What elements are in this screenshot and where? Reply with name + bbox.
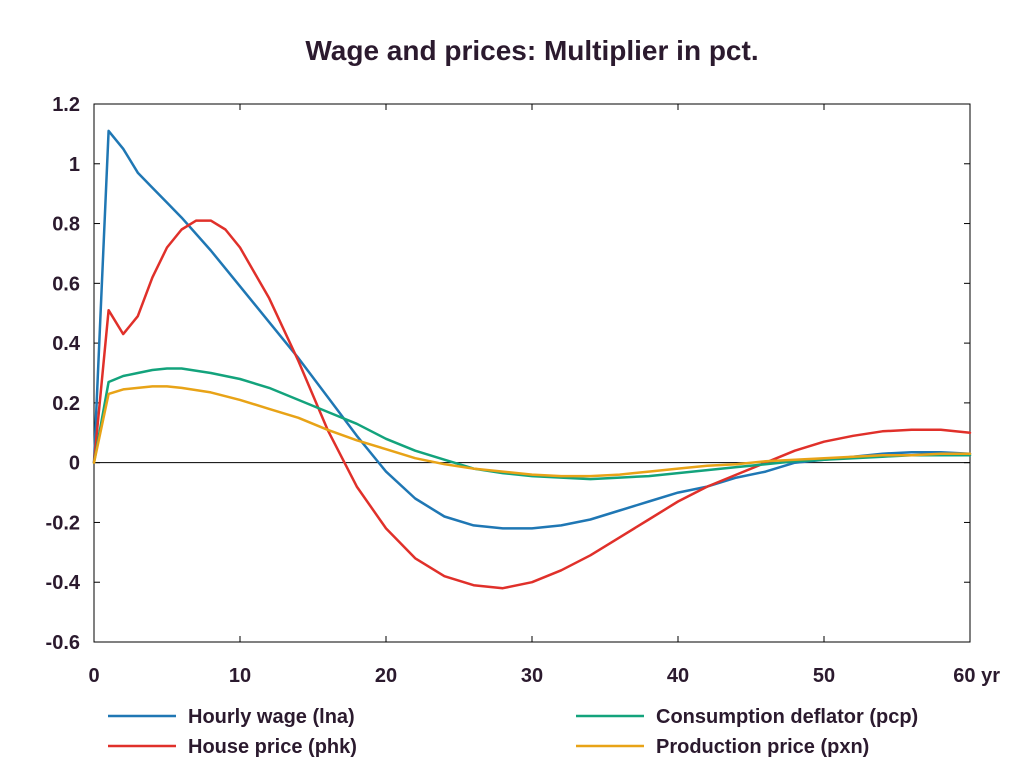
legend: Hourly wage (lna) House price (phk) Consum… <box>108 706 918 758</box>
legend-entry: Hourly wage (lna) <box>108 706 355 728</box>
chart-title: Wage and prices: Multiplier in pct. <box>305 35 758 66</box>
y-tick-label: 0.8 <box>52 214 80 236</box>
y-tick-label: 0.2 <box>52 393 80 415</box>
y-tick-label: 0.6 <box>52 273 80 295</box>
series-lines <box>92 129 972 590</box>
axes: -0.6 -0.4 -0.2 0 0.2 0.4 0.6 0.8 1 1.2 0 10 20 30 40 50… <box>46 94 1001 687</box>
legend-label: Hourly wage (lna) <box>188 706 355 728</box>
x-tick-label: 10 <box>229 665 251 687</box>
legend-entry: House price (phk) <box>108 736 357 758</box>
series-line-4 <box>92 385 972 478</box>
y-tick-label: -0.2 <box>46 512 80 534</box>
legend-label: House price (phk) <box>188 736 357 758</box>
y-tick-label: 0.4 <box>52 333 81 355</box>
legend-entry: Consumption deflator (pcp) <box>576 706 918 728</box>
x-tick-label: 40 <box>667 665 689 687</box>
legend-label: Consumption deflator (pcp) <box>656 706 918 728</box>
legend-entry: Production price (pxn) <box>576 736 869 758</box>
x-tick-label: 20 <box>375 665 397 687</box>
x-tick-label: 0 <box>88 665 99 687</box>
x-tick-label: 60 yr <box>953 665 1000 687</box>
y-tick-label: 1 <box>69 154 80 176</box>
series-line-1 <box>92 129 972 530</box>
y-tick-label: 0 <box>69 453 80 475</box>
y-tick-label: -0.4 <box>46 572 81 594</box>
series-line-2 <box>92 219 972 590</box>
x-tick-label: 30 <box>521 665 543 687</box>
y-tick-label: 1.2 <box>52 94 80 116</box>
plot-frame <box>93 103 971 643</box>
legend-label: Production price (pxn) <box>656 736 869 758</box>
x-tick-label: 50 <box>813 665 835 687</box>
y-tick-label: -0.6 <box>46 632 80 654</box>
